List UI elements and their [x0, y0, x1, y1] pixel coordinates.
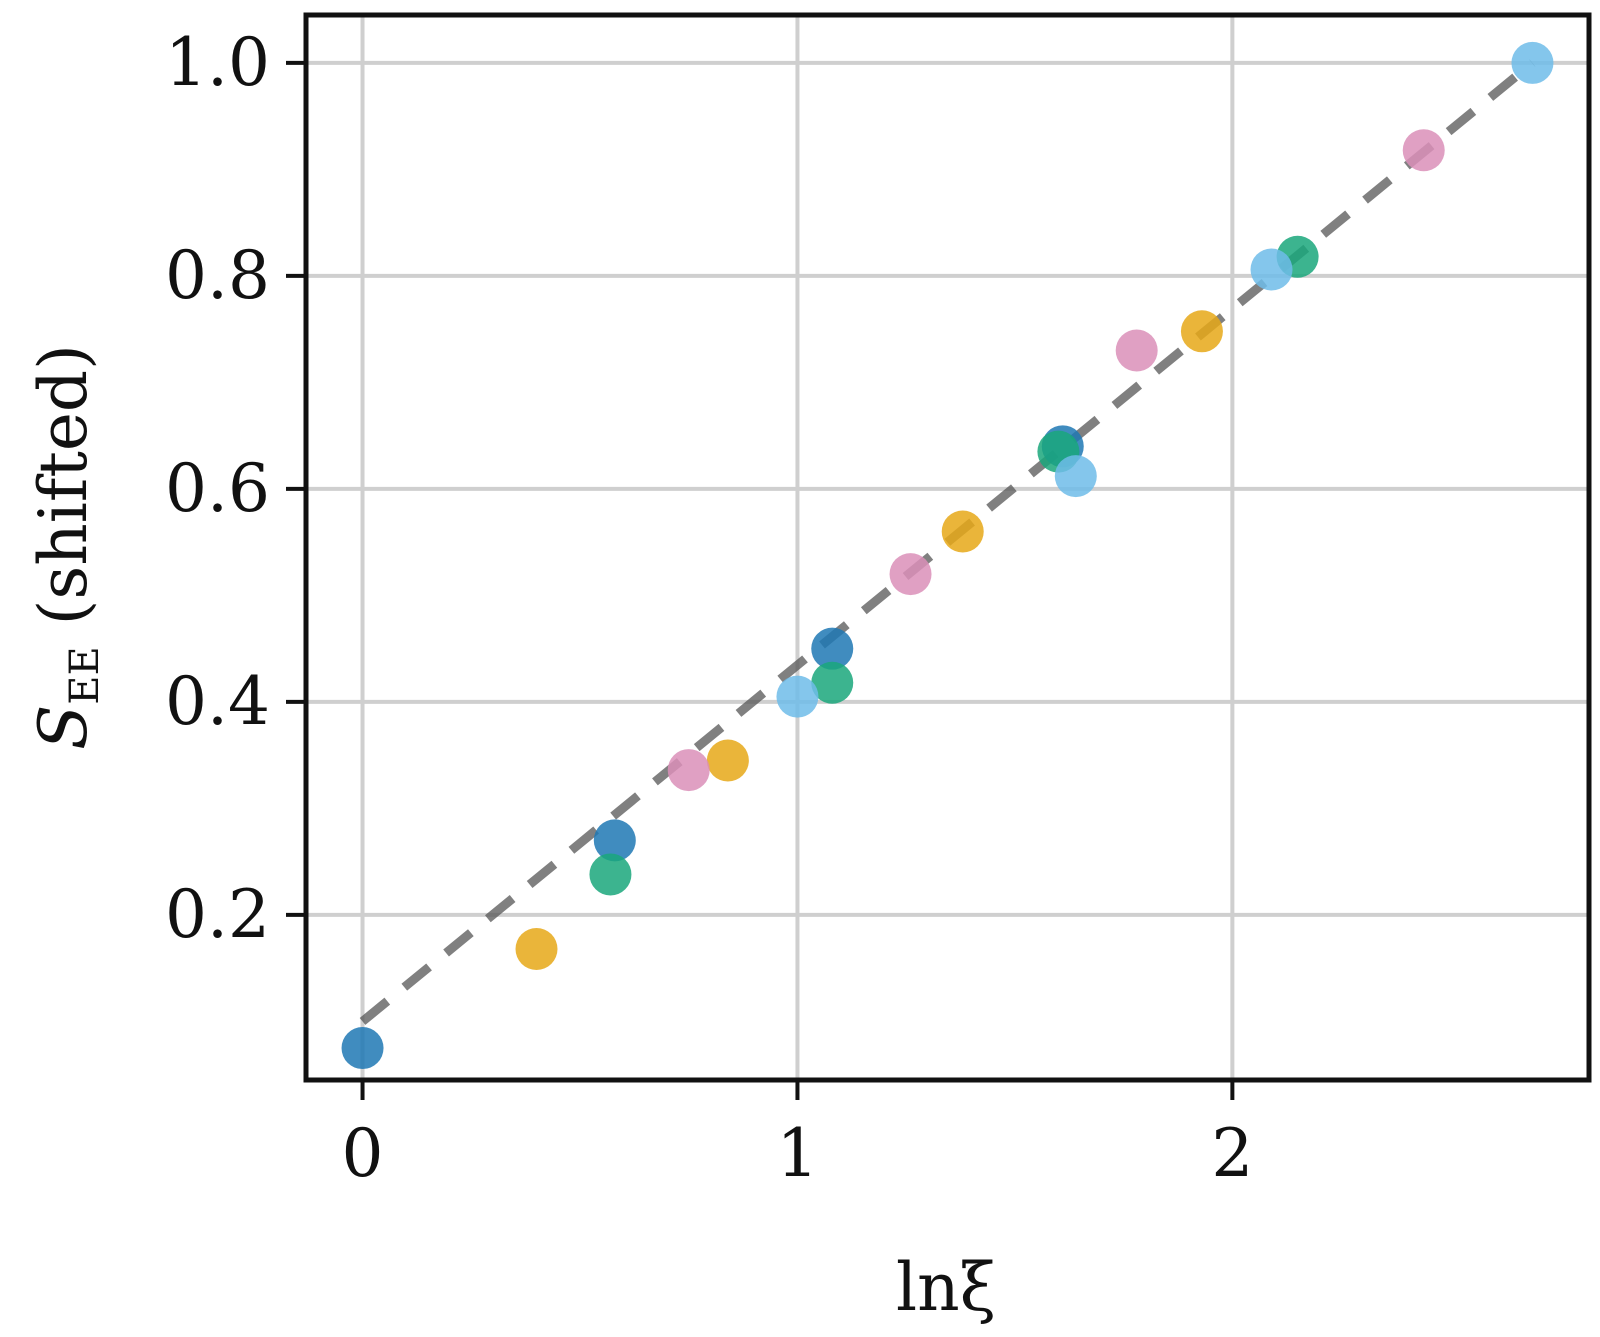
data-point: [811, 661, 854, 704]
y-axis-title-symbol: S: [25, 705, 102, 750]
y-tick-label: 0.2: [165, 876, 270, 953]
x-tick-label: 0: [342, 1115, 384, 1192]
points-layer: [341, 41, 1554, 1070]
y-axis-title-suffix: (shifted): [25, 344, 102, 646]
data-point: [341, 1027, 384, 1070]
y-tick-label: 0.4: [165, 663, 270, 740]
data-point: [889, 553, 932, 596]
data-point: [1402, 129, 1445, 172]
x-tick-label: 1: [776, 1115, 818, 1192]
plot-frame: [303, 12, 1592, 1083]
data-point: [1250, 248, 1293, 291]
y-axis-title: SEE (shifted): [25, 344, 108, 750]
data-point: [1180, 310, 1223, 353]
data-point: [776, 675, 819, 718]
data-point: [1054, 455, 1097, 498]
grid-layer: [306, 15, 1589, 1080]
data-point: [593, 819, 636, 862]
data-point: [589, 853, 632, 896]
x-tick-label: 2: [1211, 1115, 1253, 1192]
labels-layer: 0 1 2 0.2 0.4 0.6 0.8 1.0: [165, 24, 1253, 1192]
x-axis-title: lnξ: [896, 1249, 996, 1326]
data-point: [515, 928, 558, 971]
data-point: [941, 510, 984, 553]
data-point: [667, 749, 710, 792]
ticks-layer: [286, 60, 1235, 1100]
y-tick-label: 0.8: [165, 237, 270, 314]
y-tick-label: 0.6: [165, 450, 270, 527]
data-point: [1115, 329, 1158, 372]
data-point: [706, 739, 749, 782]
data-point: [811, 627, 854, 670]
data-point: [1511, 41, 1554, 84]
y-axis-title-subscript: EE: [62, 646, 108, 704]
y-tick-label: 1.0: [165, 24, 270, 101]
